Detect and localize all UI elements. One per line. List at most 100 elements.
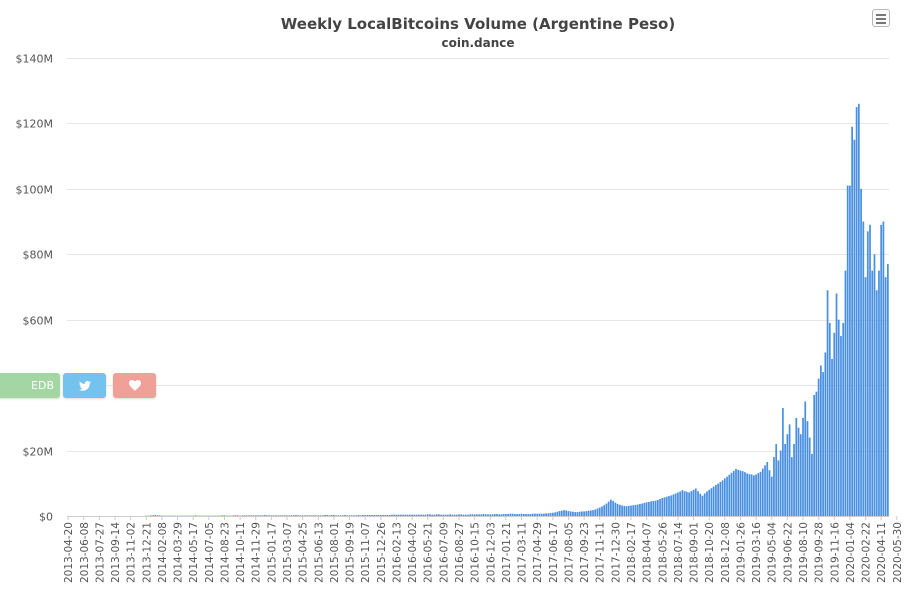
bar xyxy=(241,515,244,516)
bar xyxy=(782,408,784,516)
bar xyxy=(701,495,704,516)
bar xyxy=(194,515,197,516)
bar xyxy=(793,444,795,516)
bar xyxy=(723,478,726,516)
bar xyxy=(804,401,807,516)
bar xyxy=(699,493,702,516)
bar xyxy=(690,491,693,516)
bar xyxy=(565,510,568,516)
bar xyxy=(558,511,561,516)
bar xyxy=(393,514,396,516)
bar xyxy=(384,515,387,516)
bar xyxy=(603,505,606,516)
bar xyxy=(616,503,619,516)
bar xyxy=(237,515,239,516)
bar xyxy=(630,505,632,516)
y-tick-label: $100M xyxy=(16,184,54,197)
favorite-button[interactable] xyxy=(113,373,156,398)
bar xyxy=(266,515,268,516)
bar xyxy=(846,185,849,516)
bar xyxy=(158,515,161,516)
embed-button[interactable]: EDB xyxy=(0,373,60,398)
bar xyxy=(563,510,565,516)
bar xyxy=(777,460,780,516)
twitter-share-button[interactable] xyxy=(63,373,106,398)
bar xyxy=(730,472,733,516)
bar xyxy=(882,221,885,516)
bar xyxy=(802,417,804,516)
bar xyxy=(605,503,608,516)
bar xyxy=(502,514,505,516)
bar xyxy=(585,511,588,516)
bar xyxy=(636,504,639,516)
bar xyxy=(837,319,840,516)
x-tick-label: 2016-08-27 xyxy=(454,522,466,583)
bar xyxy=(746,473,749,516)
bar xyxy=(286,515,288,516)
bar xyxy=(652,500,655,516)
bar xyxy=(509,513,512,516)
bar xyxy=(871,270,874,516)
x-tick-label: 2018-02-17 xyxy=(626,522,638,583)
bar xyxy=(679,491,682,516)
x-tick-label: 2014-08-23 xyxy=(220,522,232,583)
x-tick-label: 2017-04-29 xyxy=(532,522,544,583)
bar xyxy=(404,514,407,516)
bar xyxy=(737,469,740,516)
bar xyxy=(632,505,635,516)
bar xyxy=(409,514,411,516)
bar xyxy=(484,514,487,516)
bar xyxy=(594,509,597,516)
bar xyxy=(429,514,431,516)
x-tick-label: 2013-07-27 xyxy=(94,522,106,583)
bar xyxy=(862,221,865,516)
bar xyxy=(668,496,670,516)
bar xyxy=(431,514,434,516)
bar xyxy=(308,515,311,516)
bar xyxy=(243,515,246,516)
bar xyxy=(875,290,878,516)
x-tick-label: 2015-08-01 xyxy=(329,522,341,583)
x-tick-label: 2016-07-09 xyxy=(438,522,450,583)
bar xyxy=(310,515,313,516)
chart-menu-button[interactable] xyxy=(872,9,890,27)
bar xyxy=(467,514,469,516)
bar xyxy=(583,511,585,516)
bar xyxy=(828,322,831,516)
embed-label: EDB xyxy=(31,379,54,392)
bar xyxy=(449,514,451,516)
y-tick-label: $80M xyxy=(23,249,54,262)
bar xyxy=(518,514,521,516)
bar xyxy=(857,103,860,517)
bar xyxy=(433,514,436,516)
bar xyxy=(534,513,536,516)
gridlines xyxy=(67,58,889,452)
bar xyxy=(312,515,315,516)
bar xyxy=(574,512,577,516)
bar xyxy=(451,514,454,516)
bar xyxy=(710,488,713,516)
bar xyxy=(540,513,543,516)
bar xyxy=(522,514,525,516)
bar xyxy=(462,514,465,516)
x-tick-label: 2015-09-19 xyxy=(345,522,357,583)
heart-icon xyxy=(128,380,141,391)
bar xyxy=(297,515,300,516)
bar xyxy=(663,497,666,516)
y-axis-ticks: $0$20M$40M$60M$80M$100M$120M$140M xyxy=(16,53,54,524)
bar xyxy=(277,515,279,516)
bar xyxy=(770,476,773,516)
bar xyxy=(808,437,811,516)
bar xyxy=(735,468,737,516)
bar xyxy=(341,515,344,516)
bar xyxy=(301,515,304,516)
bar xyxy=(290,515,293,516)
bar xyxy=(688,492,690,516)
bar xyxy=(569,511,572,516)
x-tick-label: 2015-03-07 xyxy=(282,522,294,583)
bar xyxy=(442,514,445,516)
bar xyxy=(330,515,333,516)
bar xyxy=(887,264,889,516)
bar xyxy=(478,514,480,516)
bar xyxy=(250,515,253,516)
